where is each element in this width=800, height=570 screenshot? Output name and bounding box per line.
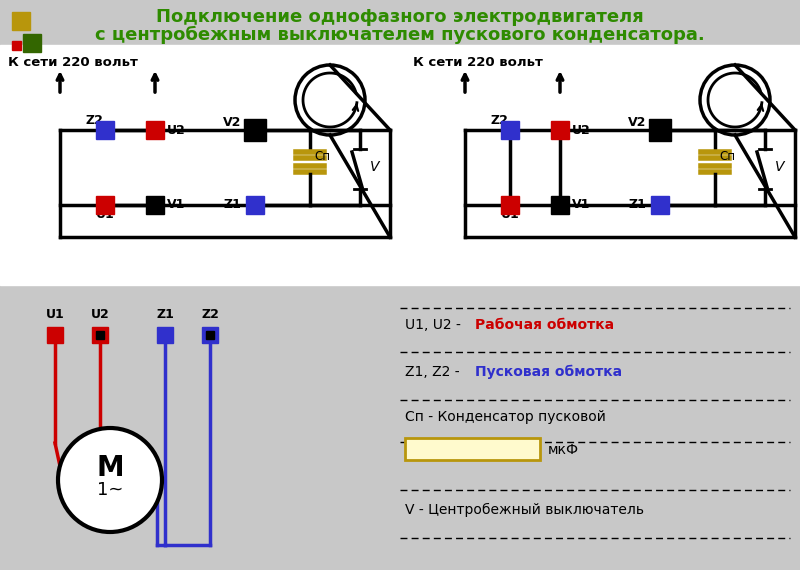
- Bar: [96, 121, 114, 139]
- Text: V1: V1: [167, 198, 186, 211]
- Text: V: V: [775, 160, 785, 174]
- Text: V1: V1: [572, 198, 590, 211]
- Bar: [244, 119, 266, 141]
- Text: U2: U2: [572, 124, 590, 136]
- Bar: [246, 196, 264, 214]
- Text: U2: U2: [167, 124, 186, 136]
- Bar: [146, 196, 164, 214]
- Text: Сп - Конденсатор пусковой: Сп - Конденсатор пусковой: [405, 410, 606, 424]
- Text: U1: U1: [501, 208, 519, 221]
- Text: 1~: 1~: [97, 481, 123, 499]
- Text: V2: V2: [222, 116, 241, 129]
- Text: U1: U1: [46, 308, 64, 321]
- Bar: [405, 438, 540, 460]
- Text: Z2: Z2: [201, 308, 219, 321]
- Bar: [0, 45, 800, 285]
- Bar: [551, 196, 569, 214]
- Bar: [96, 196, 114, 214]
- Text: К сети 220 вольт: К сети 220 вольт: [8, 55, 138, 68]
- Bar: [23, 34, 41, 52]
- Bar: [96, 331, 104, 339]
- Bar: [12, 12, 30, 30]
- Bar: [206, 331, 214, 339]
- Bar: [501, 121, 519, 139]
- Text: Z1: Z1: [223, 198, 241, 211]
- Text: U1: U1: [96, 208, 114, 221]
- Text: с центробежным выключателем пускового конденсатора.: с центробежным выключателем пускового ко…: [95, 26, 705, 44]
- Text: V: V: [370, 160, 379, 174]
- Text: Z2: Z2: [490, 114, 508, 127]
- Text: К сети 220 вольт: К сети 220 вольт: [413, 55, 543, 68]
- Bar: [146, 121, 164, 139]
- Text: Z1, Z2 -: Z1, Z2 -: [405, 365, 464, 379]
- Text: Z1: Z1: [156, 308, 174, 321]
- Text: Пусковая обмотка: Пусковая обмотка: [475, 365, 622, 379]
- Bar: [651, 196, 669, 214]
- Text: U1, U2 -: U1, U2 -: [405, 318, 466, 332]
- Text: V - Центробежный выключатель: V - Центробежный выключатель: [405, 503, 644, 517]
- Bar: [157, 327, 173, 343]
- Bar: [12, 41, 21, 50]
- Bar: [501, 196, 519, 214]
- Bar: [47, 327, 63, 343]
- Bar: [551, 121, 569, 139]
- Text: Рабочая обмотка: Рабочая обмотка: [475, 318, 614, 332]
- Bar: [649, 119, 671, 141]
- Text: Подключение однофазного электродвигателя: Подключение однофазного электродвигателя: [156, 8, 644, 26]
- Text: мкФ: мкФ: [548, 443, 579, 457]
- Text: Сп: Сп: [314, 150, 330, 163]
- Text: Z1: Z1: [628, 198, 646, 211]
- Text: U2: U2: [90, 308, 110, 321]
- Bar: [92, 327, 108, 343]
- Bar: [202, 327, 218, 343]
- Text: V2: V2: [628, 116, 646, 129]
- Circle shape: [58, 428, 162, 532]
- Text: Z2: Z2: [85, 114, 103, 127]
- Text: M: M: [96, 454, 124, 482]
- Text: Сп: Сп: [719, 150, 735, 163]
